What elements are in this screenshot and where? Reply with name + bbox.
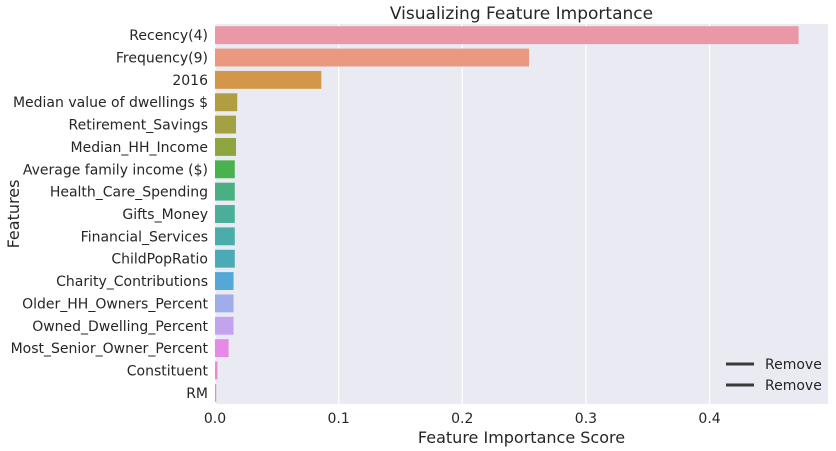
bar bbox=[215, 93, 238, 112]
bar bbox=[215, 48, 530, 67]
y-tick-label: Most_Senior_Owner_Percent bbox=[11, 341, 209, 357]
x-axis-title: Feature Importance Score bbox=[418, 428, 625, 447]
y-axis-title: Features bbox=[4, 180, 23, 249]
x-tick-label: 0.3 bbox=[575, 411, 597, 427]
y-tick-label: Gifts_Money bbox=[122, 207, 208, 223]
bar bbox=[215, 160, 235, 179]
bar bbox=[215, 115, 237, 134]
bar bbox=[215, 249, 235, 268]
legend-label-1: Remove bbox=[765, 357, 822, 373]
y-tick-label: Owned_Dwelling_Percent bbox=[32, 319, 208, 335]
legend-label-2: Remove bbox=[765, 378, 822, 394]
x-tick-label: 0.4 bbox=[698, 411, 720, 427]
bars bbox=[215, 26, 799, 402]
x-tick-label: 0.2 bbox=[451, 411, 473, 427]
y-tick-label: Constituent bbox=[127, 363, 209, 379]
x-tick-labels: 0.0 0.1 0.2 0.3 0.4 bbox=[204, 411, 721, 427]
bar bbox=[215, 205, 235, 223]
y-tick-label: Average family income ($) bbox=[23, 162, 208, 178]
bar bbox=[215, 182, 235, 201]
y-tick-label: Retirement_Savings bbox=[69, 118, 208, 134]
bar bbox=[215, 383, 217, 402]
x-tick-label: 0.0 bbox=[204, 411, 226, 427]
y-tick-label: Frequency(9) bbox=[116, 51, 208, 67]
bar bbox=[215, 26, 799, 45]
y-tick-label: Median_HH_Income bbox=[71, 140, 209, 156]
y-tick-label: RM bbox=[186, 386, 208, 402]
y-tick-label: Financial_Services bbox=[81, 229, 208, 245]
bar bbox=[215, 227, 235, 246]
y-tick-label: Median value of dwellings $ bbox=[13, 95, 208, 111]
bar bbox=[215, 294, 234, 313]
bar bbox=[215, 272, 234, 290]
y-tick-label: ChildPopRatio bbox=[111, 252, 208, 268]
y-tick-label: 2016 bbox=[172, 73, 208, 89]
y-tick-label: Health_Care_Spending bbox=[50, 185, 208, 201]
bar bbox=[215, 339, 229, 358]
legend: Remove Remove bbox=[726, 357, 822, 394]
y-tick-label: Older_HH_Owners_Percent bbox=[22, 296, 208, 312]
y-tick-label: Recency(4) bbox=[129, 28, 208, 44]
bar bbox=[215, 316, 234, 335]
bar bbox=[215, 70, 322, 89]
bar bbox=[215, 361, 218, 380]
y-tick-label: Charity_Contributions bbox=[56, 274, 208, 290]
x-tick-label: 0.1 bbox=[328, 411, 350, 427]
y-tick-labels: Recency(4) Frequency(9) 2016 Median value o… bbox=[11, 28, 209, 402]
chart-title: Visualizing Feature Importance bbox=[390, 4, 653, 24]
bar bbox=[215, 138, 237, 156]
